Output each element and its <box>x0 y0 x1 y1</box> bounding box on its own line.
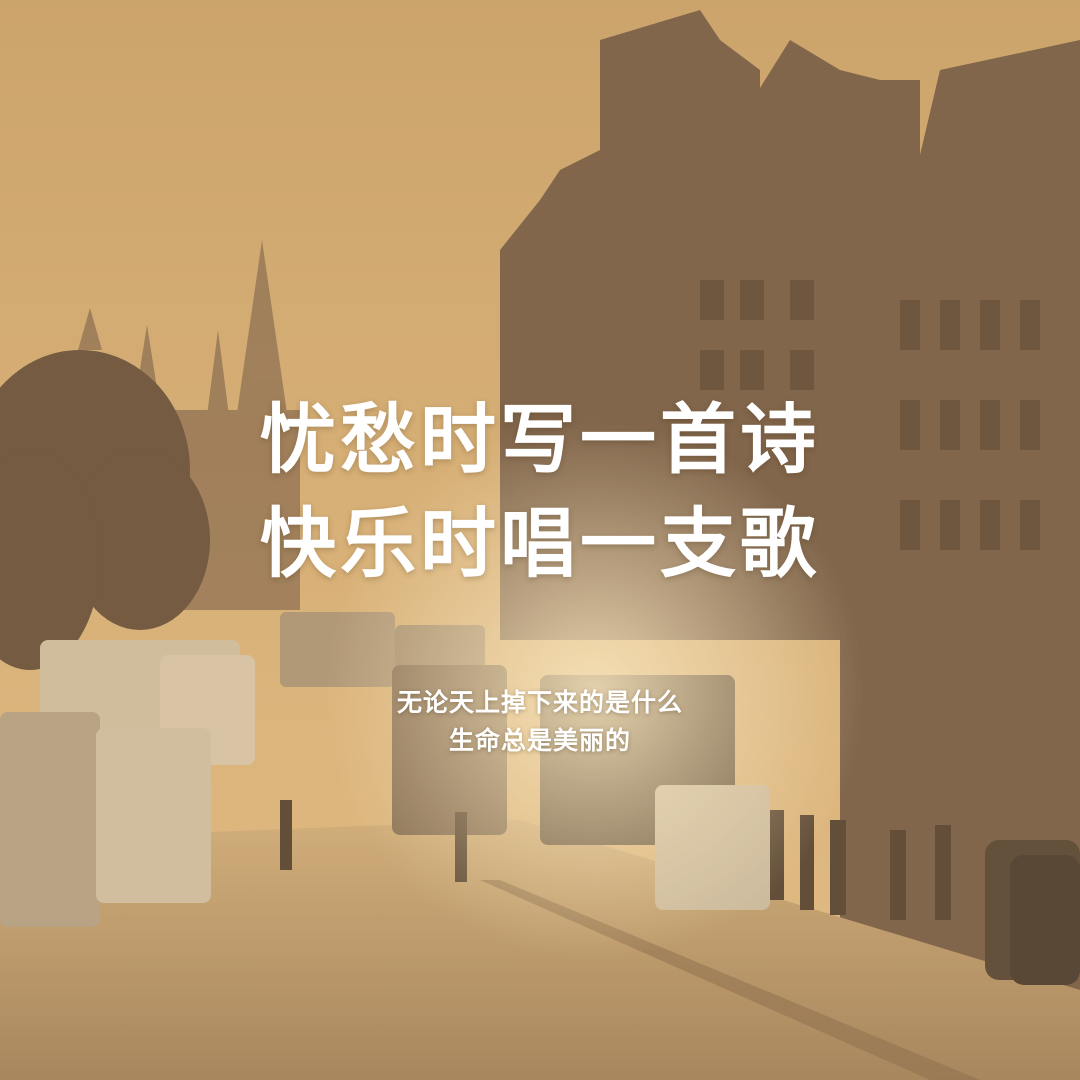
subtitle: 无论天上掉下来的是什么 生命总是美丽的 <box>0 684 1080 760</box>
subtitle-line-2: 生命总是美丽的 <box>448 726 631 755</box>
headline-line-1: 忧愁时写一首诗 <box>260 395 820 484</box>
headline-line-2: 快乐时唱一支歌 <box>260 499 820 588</box>
subtitle-line-1: 无论天上掉下来的是什么 <box>396 688 683 717</box>
headline: 忧愁时写一首诗 快乐时唱一支歌 <box>0 388 1080 596</box>
